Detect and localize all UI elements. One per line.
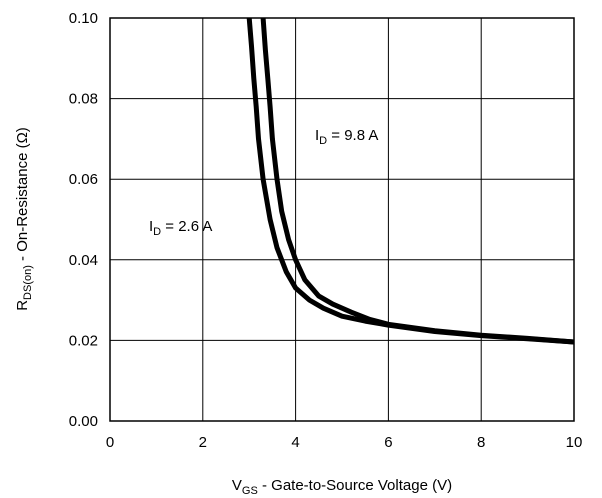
series-line-1: [260, 17, 575, 345]
x-tick-label: 0: [106, 434, 114, 451]
x-tick-label: 6: [384, 434, 392, 451]
series-group: [246, 17, 575, 345]
x-tick-labels: 0 2 4 6 8 10: [106, 434, 583, 451]
y-tick-label: 0.08: [69, 91, 98, 108]
y-tick-label: 0.02: [69, 332, 98, 349]
y-tick-label: 0.04: [69, 252, 98, 269]
x-tick-label: 8: [477, 434, 485, 451]
plot-area: [110, 18, 574, 421]
y-tick-label: 0.06: [69, 171, 98, 188]
x-axis-label: VGS - Gate-to-Source Voltage (V): [232, 477, 452, 497]
x-tick-label: 2: [199, 434, 207, 451]
y-tick-label: 0.00: [69, 413, 98, 430]
annotation-id-9-8a: ID = 9.8 A: [315, 127, 378, 147]
y-tick-labels: 0.00 0.02 0.04 0.06 0.08 0.10: [69, 10, 98, 430]
x-tick-label: 10: [566, 434, 583, 451]
annotation-id-2-6: ID = 2.6 A: [149, 218, 212, 238]
grid: [109, 17, 575, 422]
x-tick-label: 4: [291, 434, 299, 451]
y-tick-label: 0.10: [69, 10, 98, 27]
plot-frame: [109, 17, 575, 422]
y-axis-label: RDS(on) - On-Resistance (Ω): [14, 127, 34, 311]
